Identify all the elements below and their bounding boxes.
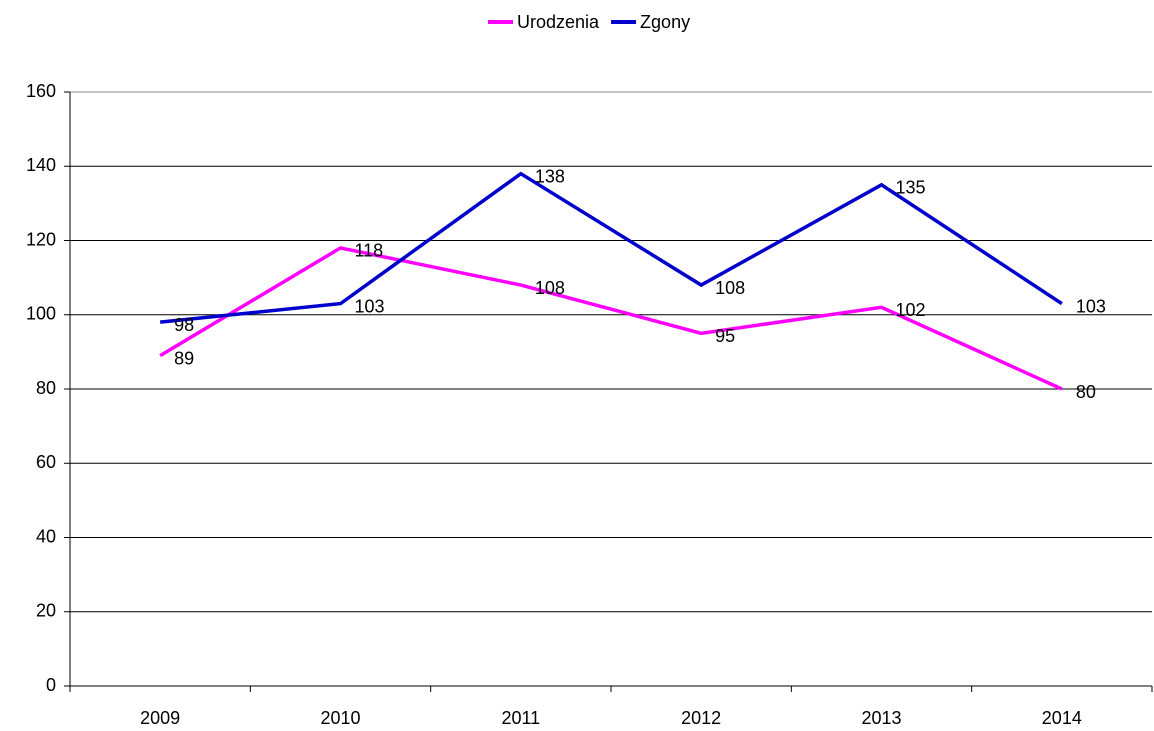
x-tick-label: 2011 <box>501 708 540 728</box>
x-tick-label: 2012 <box>681 708 721 728</box>
x-tick-label: 2010 <box>320 708 360 728</box>
data-label: 108 <box>715 278 745 298</box>
y-tick-label: 0 <box>46 675 56 695</box>
data-label: 118 <box>355 241 384 261</box>
data-label: 103 <box>1076 296 1106 316</box>
y-tick-label: 60 <box>36 452 56 472</box>
y-tick-label: 120 <box>26 229 56 249</box>
y-tick-label: 100 <box>26 304 56 324</box>
x-tick-label: 2013 <box>861 708 901 728</box>
y-tick-label: 40 <box>36 526 56 546</box>
data-label: 102 <box>896 300 926 320</box>
data-label: 95 <box>715 326 735 346</box>
line <box>159 171 1063 324</box>
y-tick-label: 80 <box>36 378 56 398</box>
x-tick-label: 2009 <box>140 708 180 728</box>
data-label: 138 <box>535 166 565 186</box>
data-label: 103 <box>355 296 385 316</box>
legend-label: Zgony <box>640 12 690 32</box>
legend-label: Urodzenia <box>517 12 600 32</box>
line <box>159 246 1063 391</box>
y-tick-label: 160 <box>26 81 56 101</box>
data-label: 80 <box>1076 382 1096 402</box>
data-label: 135 <box>896 178 926 198</box>
data-label: 89 <box>174 348 194 368</box>
y-tick-label: 140 <box>26 155 56 175</box>
data-label: 98 <box>174 315 194 335</box>
data-label: 108 <box>535 278 565 298</box>
x-tick-label: 2014 <box>1042 708 1082 728</box>
y-tick-label: 20 <box>36 601 56 621</box>
